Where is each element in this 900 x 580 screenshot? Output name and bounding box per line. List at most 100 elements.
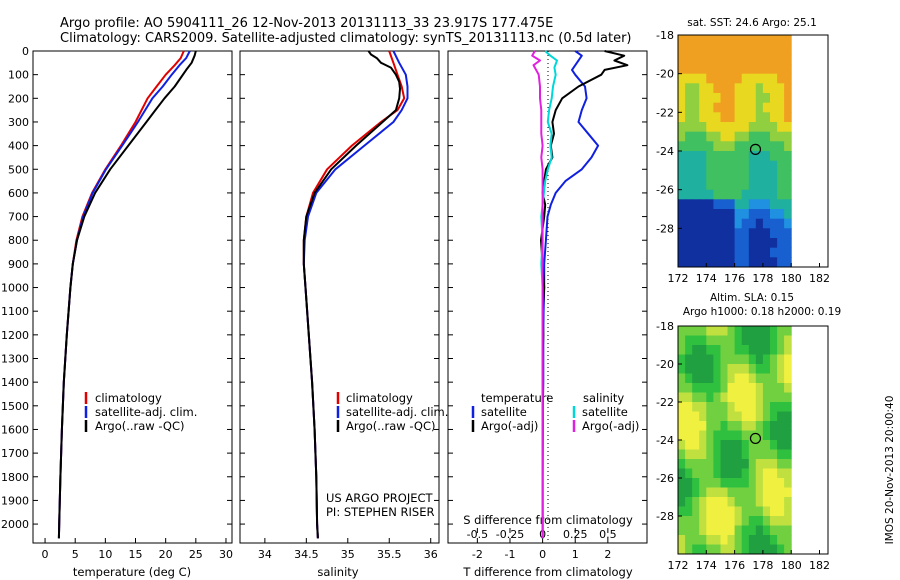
map-cell <box>720 247 729 258</box>
map-cell <box>720 392 729 403</box>
map-cell <box>784 326 792 336</box>
map-cell <box>770 180 778 191</box>
header-line-1: Argo profile: AO 5904111_26 12-Nov-2013 … <box>60 16 553 31</box>
map-cell <box>685 93 693 104</box>
map-cell <box>720 345 729 355</box>
map-cell <box>784 131 792 142</box>
map-cell <box>706 478 714 488</box>
map-cell <box>741 131 750 142</box>
map-cell <box>734 160 743 171</box>
y-tick-label: 900 <box>8 258 29 271</box>
map-cell <box>685 421 693 431</box>
map-cell <box>734 247 743 258</box>
map-cell <box>762 44 771 55</box>
map-cell <box>706 102 714 113</box>
map-cell <box>734 170 743 181</box>
map-cell <box>770 478 778 488</box>
map-cell <box>699 257 707 268</box>
map-cell <box>741 35 750 46</box>
map-cell <box>734 468 743 479</box>
map-cell <box>755 151 764 162</box>
map-cell <box>777 151 785 162</box>
map-cell <box>699 199 707 210</box>
map-cell <box>784 112 792 123</box>
map-cell <box>734 112 743 123</box>
map-cell <box>741 228 750 239</box>
map-cell <box>770 440 778 450</box>
map-cell <box>713 102 721 113</box>
map-cell <box>777 209 785 220</box>
map-cell <box>692 345 700 355</box>
map-cell <box>699 151 707 162</box>
map-cell <box>699 54 707 65</box>
map-cell <box>692 93 700 104</box>
map-cell <box>762 373 771 384</box>
map-cell <box>713 345 721 355</box>
map-cell <box>748 247 757 258</box>
map-cell <box>706 141 714 152</box>
map-x-tick-label: 172 <box>668 272 689 285</box>
map-cell <box>770 411 778 422</box>
salinity-axes-box <box>239 50 440 544</box>
map-cell <box>777 449 785 460</box>
legend-temperature-title: temperature <box>481 391 553 405</box>
map-cell <box>727 44 736 55</box>
map-cell <box>720 487 729 498</box>
map-cell <box>713 122 721 133</box>
map-cell <box>706 421 714 431</box>
map-cell <box>784 189 792 200</box>
map-cell <box>784 238 792 249</box>
map-cell <box>748 257 757 268</box>
map-cell <box>727 544 736 555</box>
map-cell <box>720 238 729 249</box>
legend-argo-label: Argo(..raw -QC) <box>346 419 436 433</box>
legend-s-satellite-label: satellite <box>582 405 628 419</box>
map-cell <box>748 180 757 191</box>
map-cell <box>784 73 792 84</box>
map-cell <box>727 218 736 229</box>
map-cell <box>777 257 785 268</box>
map-cell <box>685 449 693 460</box>
map-cell <box>678 487 686 498</box>
map-cell <box>777 93 785 104</box>
map-cell <box>699 170 707 181</box>
salinity-panel: climatology satellite-adj. clim. Argo(..… <box>239 50 448 579</box>
map-cell <box>713 478 721 488</box>
map-cell <box>706 209 714 220</box>
map-cell <box>734 180 743 191</box>
map-cell <box>762 468 771 479</box>
map-cell <box>706 170 714 181</box>
map-cell <box>748 228 757 239</box>
map-cell <box>770 525 778 536</box>
map-cell <box>755 402 764 412</box>
map-y-tick-label: -28 <box>656 222 674 235</box>
map-cell <box>784 516 792 526</box>
map-cell <box>741 421 750 431</box>
map-cell <box>678 180 686 191</box>
map-x-tick-label: 176 <box>724 559 745 572</box>
map-cell <box>777 112 785 123</box>
map-cell <box>777 497 785 507</box>
map-cell <box>692 228 700 239</box>
map-cell <box>777 440 785 450</box>
map-x-tick-label: 180 <box>781 559 802 572</box>
map-cell <box>755 83 764 94</box>
map-cell <box>762 544 771 555</box>
map-cell <box>727 440 736 450</box>
x-tick-label: 0 <box>42 548 49 561</box>
map-cell <box>678 373 686 384</box>
map-cell <box>692 468 700 479</box>
map-cell <box>706 238 714 249</box>
map-cell <box>692 497 700 507</box>
map-cell <box>706 122 714 133</box>
map-cell <box>741 345 750 355</box>
map-cell <box>685 392 693 403</box>
map-cell <box>734 209 743 220</box>
map-cell <box>762 335 771 346</box>
map-cell <box>685 411 693 422</box>
map-cell <box>727 247 736 258</box>
x-tick-label: -1 <box>504 548 515 561</box>
map-cell <box>692 44 700 55</box>
map-cell <box>762 354 771 365</box>
map-cell <box>741 506 750 517</box>
